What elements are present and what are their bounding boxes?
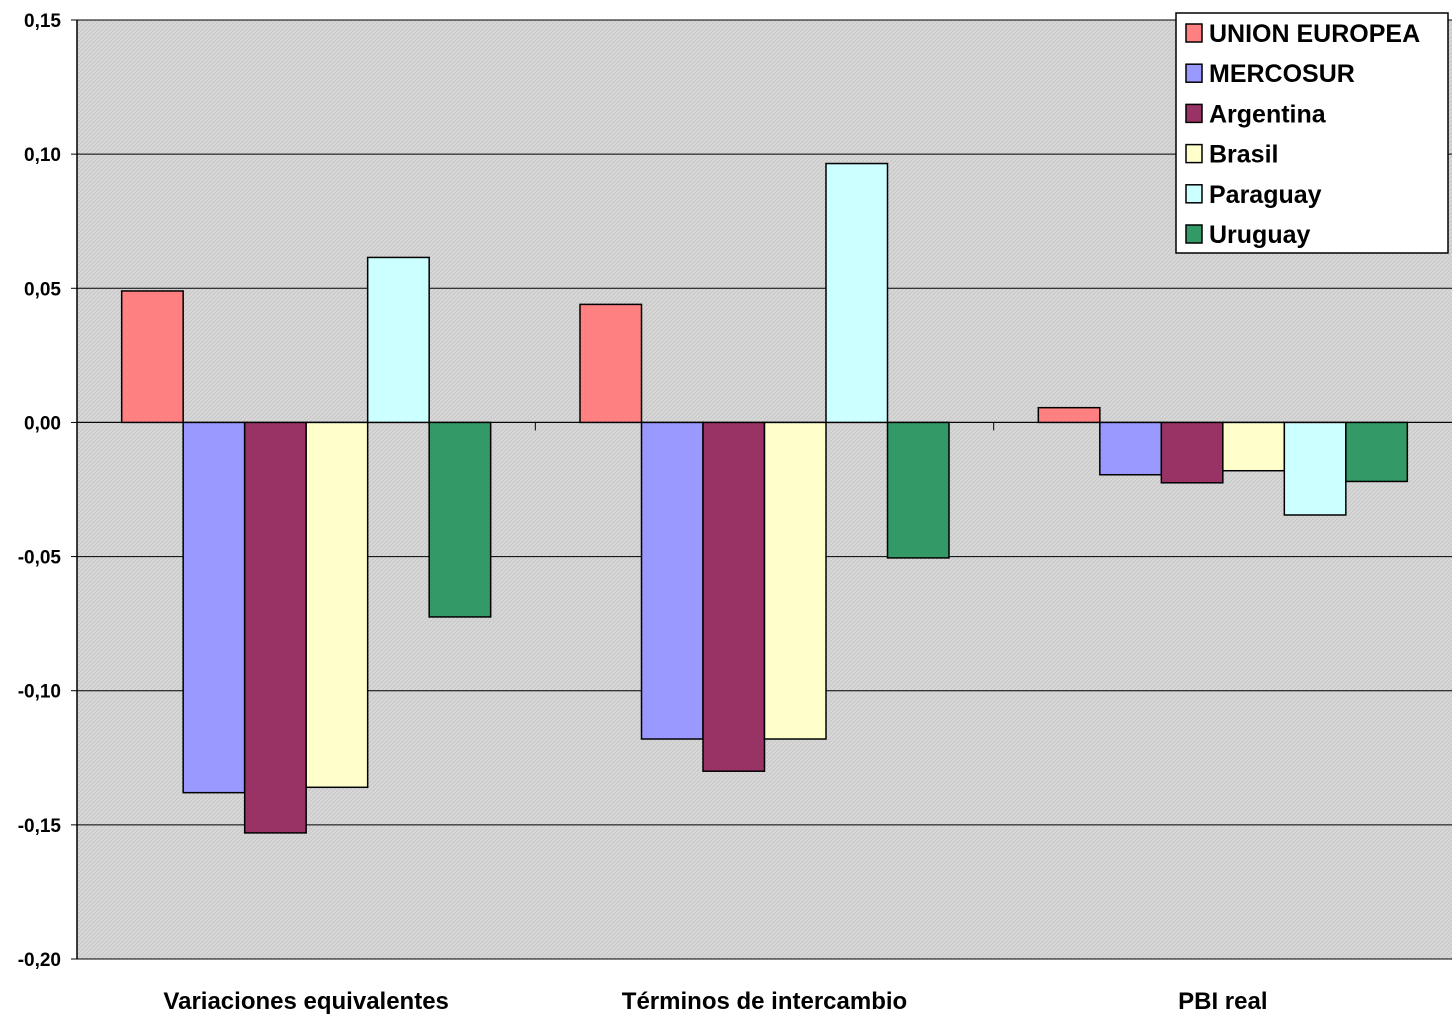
y-tick-label: 0,10 xyxy=(24,145,61,166)
bar-uruguay xyxy=(1345,421,1409,483)
bar-mercosur xyxy=(1099,421,1163,476)
legend-swatch xyxy=(1185,103,1203,124)
bar-paraguay xyxy=(825,162,889,424)
legend-swatch xyxy=(1185,224,1203,244)
legend-swatch xyxy=(1185,143,1203,164)
bar-uruguay xyxy=(428,421,492,618)
legend-label: Argentina xyxy=(1209,100,1327,128)
bar-uruguay xyxy=(886,421,950,559)
bar-union-europea xyxy=(120,290,184,424)
bar-brasil xyxy=(763,421,827,740)
bar-argentina xyxy=(243,421,307,834)
legend-label: Paraguay xyxy=(1209,181,1322,209)
y-tick-label: 0,05 xyxy=(24,279,61,300)
x-category-label: Variaciones equivalentes xyxy=(163,988,448,1015)
y-tick-label: 0,00 xyxy=(24,413,61,434)
bar-argentina xyxy=(702,421,766,772)
legend-label: Brasil xyxy=(1209,141,1278,169)
bar-union-europea xyxy=(579,303,643,424)
bar-paraguay xyxy=(366,256,430,424)
bar-brasil xyxy=(305,421,369,789)
bar-mercosur xyxy=(182,421,246,794)
y-tick-label: -0,15 xyxy=(18,816,62,837)
y-tick-label: -0,10 xyxy=(18,682,61,703)
x-category-label: PBI real xyxy=(1178,988,1267,1015)
bar-argentina xyxy=(1160,421,1224,484)
legend-swatch xyxy=(1185,23,1203,43)
axis-labels: 0,15 0,10 0,05 0,00 -0,05 -0,10 -0,15 -0,20 Vari… xyxy=(18,11,1268,1015)
legend-swatch xyxy=(1185,63,1203,83)
y-tick-label: -0,05 xyxy=(18,548,62,569)
bar-brasil xyxy=(1222,421,1286,472)
legend-swatch xyxy=(1185,184,1203,204)
legend: UNION EUROPEA MERCOSUR Argentina Brasil Para… xyxy=(1175,12,1449,254)
legend-label: UNION EUROPEA xyxy=(1209,20,1420,48)
bars xyxy=(120,162,1409,834)
bar-union-europea xyxy=(1037,406,1101,424)
bar-paraguay xyxy=(1283,421,1347,516)
legend-label: MERCOSUR xyxy=(1209,60,1355,88)
y-tick-label: -0,20 xyxy=(18,950,61,971)
legend-label: Uruguay xyxy=(1209,221,1311,249)
legend-box xyxy=(1175,12,1449,254)
bar-mercosur xyxy=(640,421,704,740)
y-tick-label: 0,15 xyxy=(24,11,61,32)
x-category-label: Términos de intercambio xyxy=(622,988,907,1015)
